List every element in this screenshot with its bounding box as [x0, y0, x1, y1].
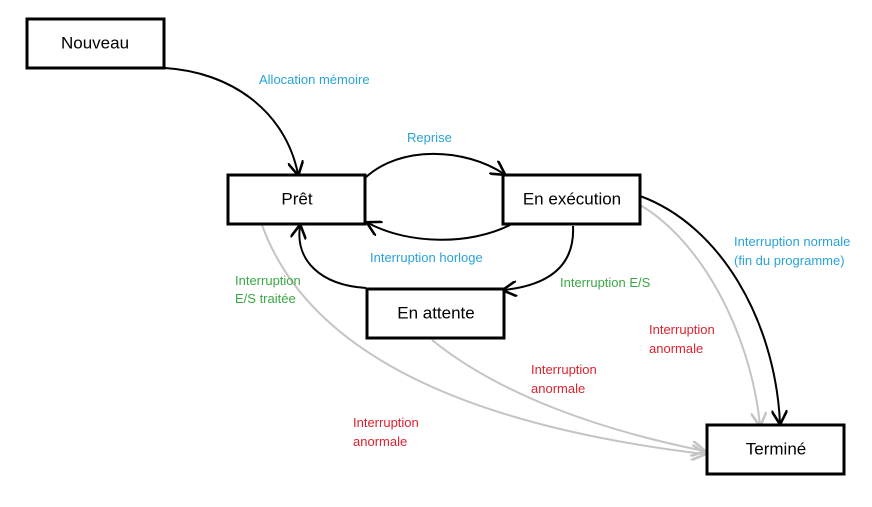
edge-reprise — [364, 152, 504, 179]
label-anormale-attente-1: Interruption — [531, 362, 597, 377]
label-allocation: Allocation mémoire — [259, 72, 370, 87]
edge-es — [504, 225, 575, 290]
edge-pret-to-termine — [261, 224, 704, 454]
edge-es-traitee — [299, 226, 367, 289]
edge-execution-to-termine-abnormal — [639, 204, 760, 425]
label-anormale-pret-1: Interruption — [353, 415, 419, 430]
state-termine-label: Terminé — [746, 439, 806, 458]
state-nouveau: Nouveau — [25, 17, 166, 70]
label-normale-1: Interruption normale — [734, 234, 850, 249]
state-execution-label: En exécution — [523, 189, 621, 208]
state-pret-label: Prêt — [281, 189, 312, 208]
label-horloge: Interruption horloge — [370, 250, 483, 265]
label-normale-2: (fin du programme) — [734, 253, 845, 268]
label-anormale-exec-2: anormale — [649, 341, 703, 356]
edge-nouveau-to-pret — [164, 67, 298, 174]
label-es-traitee-1: Interruption — [235, 273, 301, 288]
label-anormale-pret-2: anormale — [353, 434, 407, 449]
state-nouveau-label: Nouveau — [61, 33, 129, 52]
state-attente: En attente — [365, 287, 506, 340]
state-pret: Prêt — [226, 173, 367, 226]
edge-horloge — [368, 223, 511, 241]
state-execution: En exécution — [501, 173, 642, 226]
state-attente-label: En attente — [397, 303, 475, 322]
label-anormale-exec-1: Interruption — [649, 322, 715, 337]
label-es: Interruption E/S — [560, 275, 651, 290]
label-reprise: Reprise — [407, 130, 452, 145]
label-es-traitee-2: E/S traitée — [235, 291, 296, 306]
state-termine: Terminé — [705, 423, 846, 476]
edge-attente-to-termine — [431, 339, 704, 451]
label-anormale-attente-2: anormale — [531, 381, 585, 396]
edge-execution-to-termine-normal — [639, 195, 780, 423]
